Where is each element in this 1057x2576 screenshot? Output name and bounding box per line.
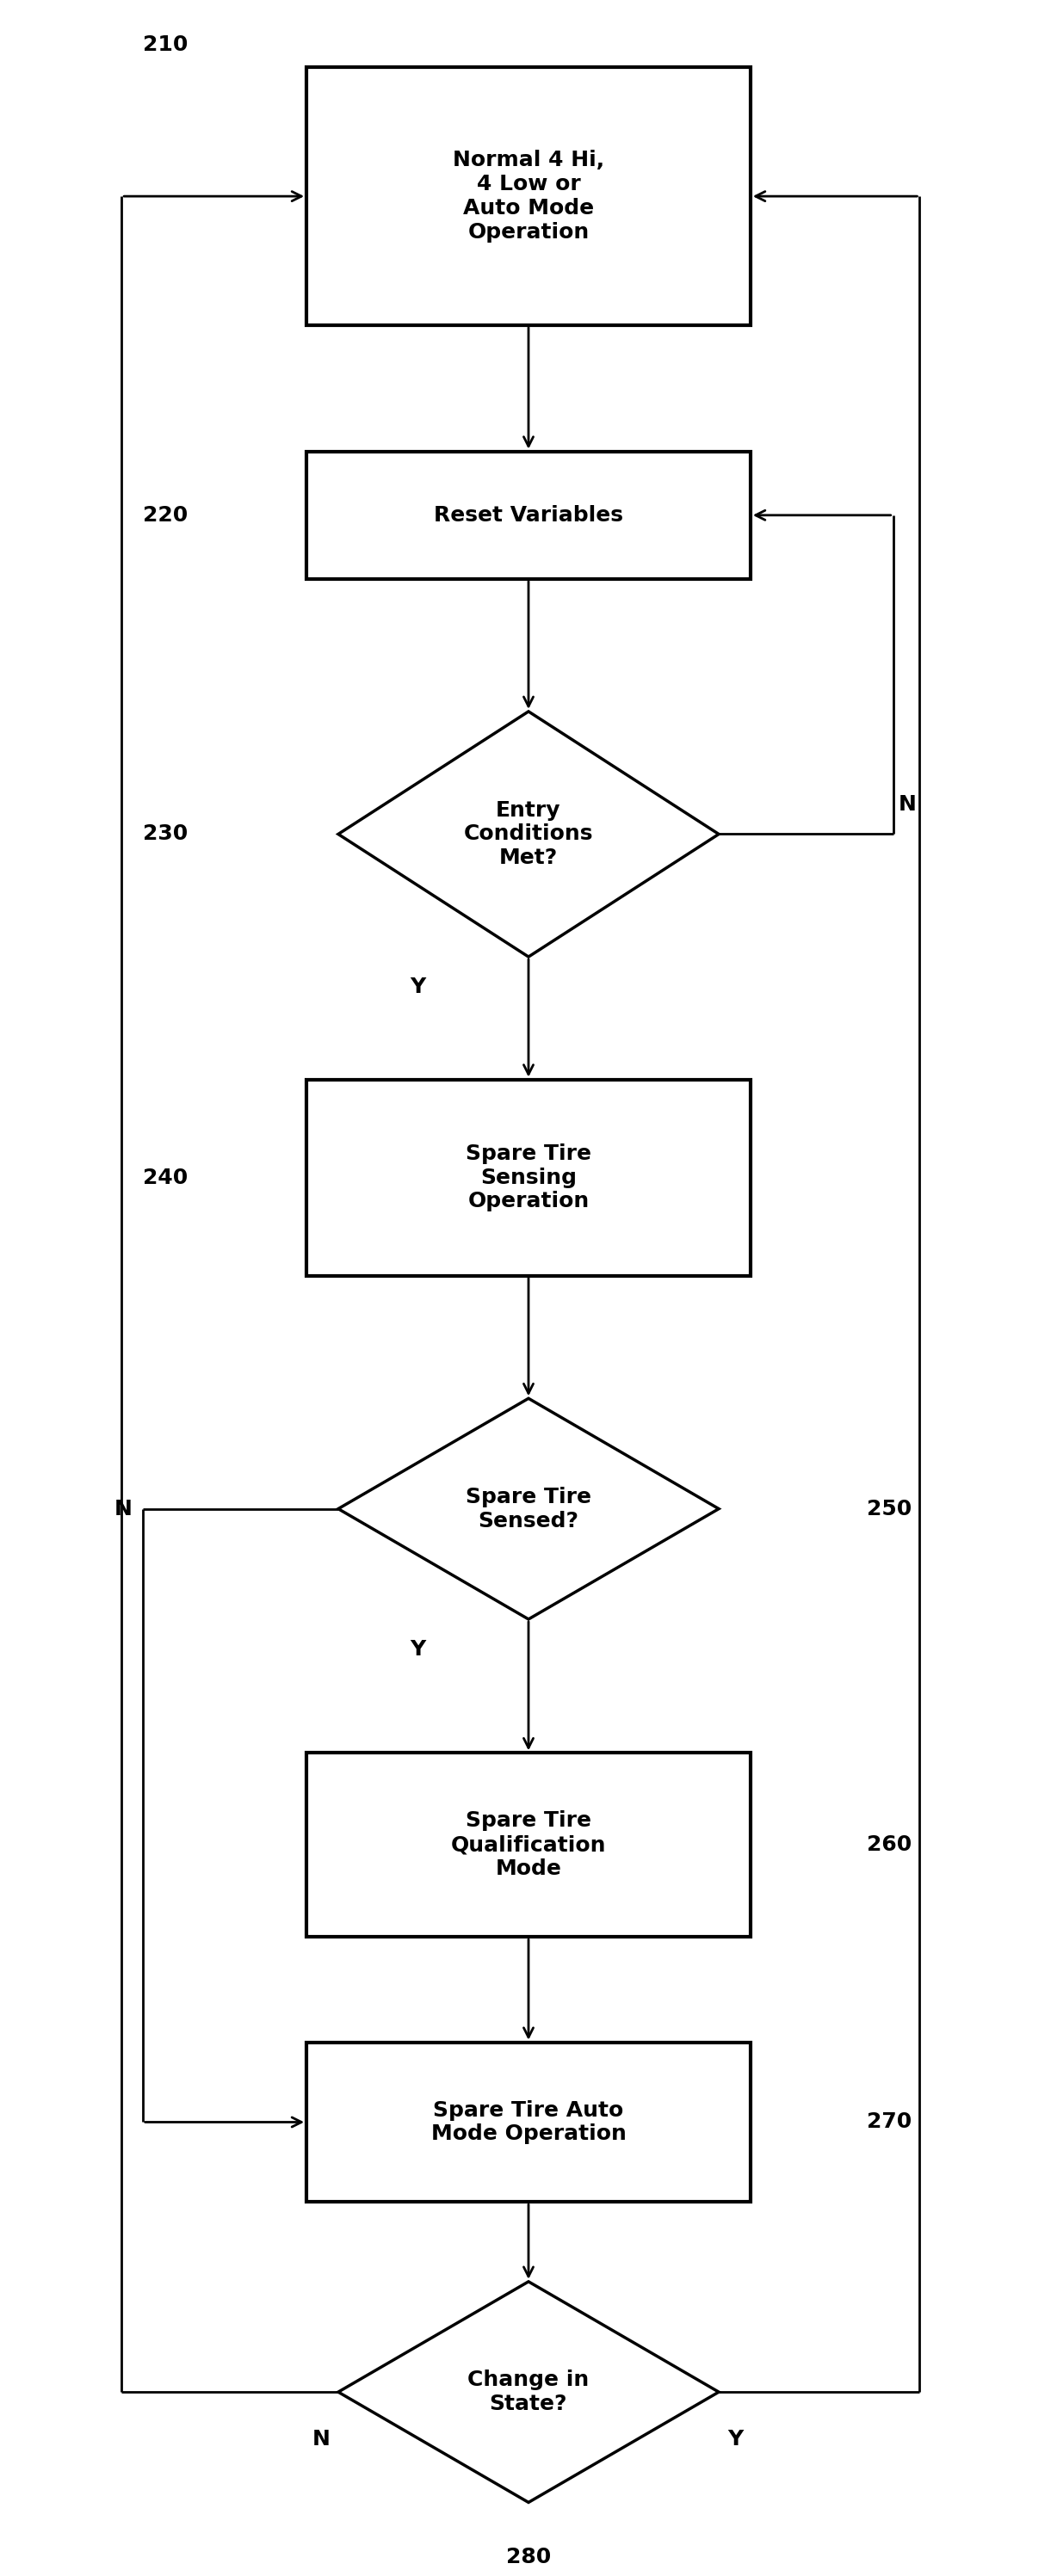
Polygon shape (338, 1399, 719, 1620)
Text: 220: 220 (143, 505, 188, 526)
Text: Spare Tire
Qualification
Mode: Spare Tire Qualification Mode (451, 1811, 606, 1878)
Bar (307, 451, 750, 580)
Bar (307, 2043, 750, 2202)
Text: Spare Tire
Sensed?: Spare Tire Sensed? (466, 1486, 591, 1530)
Text: Y: Y (727, 2429, 743, 2450)
Text: 270: 270 (867, 2112, 912, 2133)
Text: Spare Tire Auto
Mode Operation: Spare Tire Auto Mode Operation (431, 2099, 626, 2143)
Text: Y: Y (410, 1638, 425, 1659)
Text: 230: 230 (143, 824, 188, 845)
Text: 210: 210 (143, 33, 188, 54)
Bar (307, 67, 750, 325)
Text: Normal 4 Hi,
4 Low or
Auto Mode
Operation: Normal 4 Hi, 4 Low or Auto Mode Operatio… (452, 149, 605, 242)
Polygon shape (338, 711, 719, 956)
Bar (307, 1752, 750, 1937)
Text: Spare Tire
Sensing
Operation: Spare Tire Sensing Operation (466, 1144, 591, 1211)
Text: Change in
State?: Change in State? (467, 2370, 590, 2414)
Text: Reset Variables: Reset Variables (433, 505, 624, 526)
Text: 240: 240 (143, 1167, 188, 1188)
Bar (307, 1079, 750, 1275)
Text: Y: Y (410, 976, 425, 997)
Text: 280: 280 (506, 2548, 551, 2568)
Text: N: N (312, 2429, 330, 2450)
Text: 250: 250 (867, 1499, 912, 1520)
Text: N: N (898, 793, 916, 814)
Text: Entry
Conditions
Met?: Entry Conditions Met? (464, 801, 593, 868)
Text: 260: 260 (867, 1834, 912, 1855)
Text: N: N (114, 1499, 132, 1520)
Polygon shape (338, 2282, 719, 2501)
